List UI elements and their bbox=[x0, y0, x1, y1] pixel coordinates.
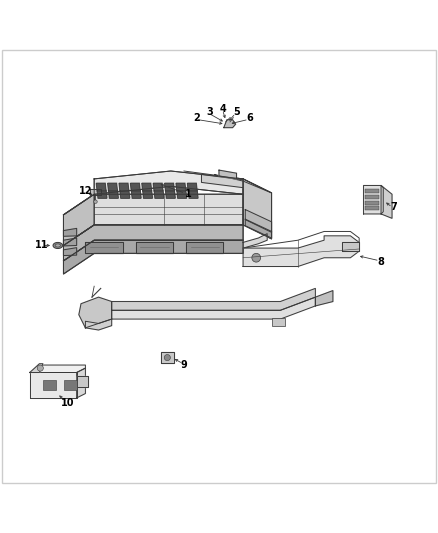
Polygon shape bbox=[77, 376, 88, 387]
Polygon shape bbox=[30, 365, 85, 373]
Polygon shape bbox=[30, 373, 77, 398]
Polygon shape bbox=[85, 319, 112, 330]
Polygon shape bbox=[96, 183, 106, 191]
Circle shape bbox=[164, 354, 170, 361]
Polygon shape bbox=[64, 238, 77, 246]
Bar bbox=[365, 201, 379, 205]
Polygon shape bbox=[136, 241, 173, 253]
Polygon shape bbox=[154, 190, 164, 198]
Polygon shape bbox=[119, 183, 129, 191]
Polygon shape bbox=[131, 190, 141, 198]
Polygon shape bbox=[97, 190, 107, 198]
Text: 5: 5 bbox=[233, 107, 240, 117]
Polygon shape bbox=[64, 229, 77, 236]
Polygon shape bbox=[201, 174, 243, 188]
Text: 2: 2 bbox=[194, 114, 201, 124]
Polygon shape bbox=[161, 352, 174, 363]
Polygon shape bbox=[186, 241, 223, 253]
Polygon shape bbox=[315, 290, 333, 306]
Text: 3: 3 bbox=[206, 107, 213, 117]
Ellipse shape bbox=[55, 244, 60, 247]
Polygon shape bbox=[243, 179, 272, 239]
Bar bbox=[365, 189, 379, 193]
Polygon shape bbox=[177, 190, 187, 198]
Polygon shape bbox=[77, 368, 85, 398]
Polygon shape bbox=[120, 190, 130, 198]
Bar bbox=[272, 318, 285, 326]
Polygon shape bbox=[166, 190, 175, 198]
Polygon shape bbox=[153, 183, 163, 191]
Polygon shape bbox=[243, 233, 267, 248]
Polygon shape bbox=[64, 194, 94, 246]
Text: 9: 9 bbox=[180, 360, 187, 370]
Polygon shape bbox=[94, 171, 243, 194]
Bar bbox=[365, 195, 379, 199]
Text: 6: 6 bbox=[246, 114, 253, 124]
Polygon shape bbox=[243, 236, 359, 266]
Polygon shape bbox=[109, 190, 118, 198]
Polygon shape bbox=[381, 185, 392, 219]
Polygon shape bbox=[30, 364, 43, 373]
Polygon shape bbox=[64, 248, 77, 255]
Circle shape bbox=[94, 200, 97, 204]
Polygon shape bbox=[64, 225, 243, 261]
Polygon shape bbox=[143, 190, 152, 198]
Text: 4: 4 bbox=[220, 104, 227, 114]
Text: 1: 1 bbox=[185, 189, 192, 199]
Polygon shape bbox=[188, 190, 198, 198]
Polygon shape bbox=[176, 183, 186, 191]
Bar bbox=[43, 381, 56, 390]
Polygon shape bbox=[187, 183, 197, 191]
Polygon shape bbox=[64, 194, 243, 246]
Polygon shape bbox=[108, 183, 117, 191]
Polygon shape bbox=[165, 183, 174, 191]
Circle shape bbox=[37, 365, 43, 371]
Polygon shape bbox=[90, 189, 101, 195]
Circle shape bbox=[252, 253, 261, 262]
Text: 10: 10 bbox=[61, 398, 74, 408]
Polygon shape bbox=[364, 185, 383, 214]
Text: 7: 7 bbox=[391, 203, 398, 212]
Polygon shape bbox=[245, 219, 272, 238]
Polygon shape bbox=[112, 288, 315, 310]
Polygon shape bbox=[79, 297, 112, 328]
Bar bbox=[365, 206, 379, 211]
Text: 8: 8 bbox=[378, 257, 385, 267]
Ellipse shape bbox=[53, 243, 63, 248]
Polygon shape bbox=[224, 120, 236, 128]
Polygon shape bbox=[219, 170, 237, 179]
Bar bbox=[64, 381, 77, 390]
Polygon shape bbox=[142, 183, 152, 191]
Text: 11: 11 bbox=[35, 240, 48, 251]
Polygon shape bbox=[131, 183, 140, 191]
Polygon shape bbox=[112, 297, 315, 319]
Polygon shape bbox=[245, 209, 272, 232]
Polygon shape bbox=[85, 241, 123, 253]
Text: 12: 12 bbox=[79, 186, 92, 196]
Polygon shape bbox=[64, 240, 243, 274]
Polygon shape bbox=[342, 243, 359, 251]
